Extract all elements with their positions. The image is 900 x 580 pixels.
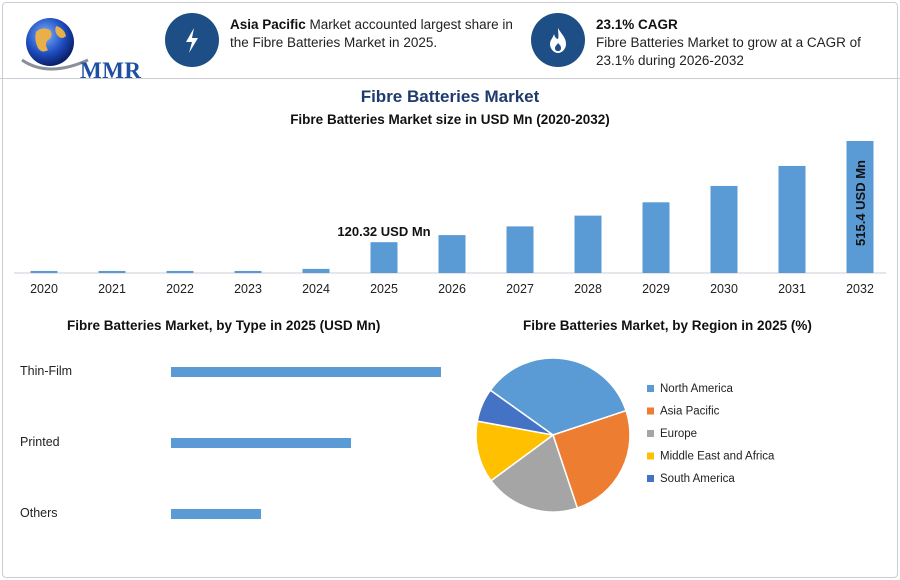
bar-2029 <box>642 202 670 273</box>
mmr-logo: MMR <box>18 14 141 83</box>
bar-2023 <box>234 270 262 273</box>
x-tick-2024: 2024 <box>302 282 330 296</box>
market-size-bar-chart: 2020 2021 2022 2023 2024 2025 2026 2027 2028 2029… <box>14 141 886 296</box>
type-bar-chart: Thin-Film Printed Others <box>20 364 441 520</box>
pie-slice-north-america <box>489 357 627 436</box>
bar-2031 <box>778 165 806 273</box>
lightning-badge <box>165 13 219 67</box>
bar-2020 <box>30 270 58 273</box>
cagr-title: 23.1% CAGR <box>596 17 678 32</box>
pie-slice-south-america <box>476 389 554 436</box>
logo-text: MMR <box>80 58 142 83</box>
x-tick-2026: 2026 <box>438 282 466 296</box>
legend-label-south-america: South America <box>660 473 735 485</box>
chart-subtitle: Fibre Batteries Market size in USD Mn (2… <box>290 112 610 127</box>
bar-2030 <box>710 185 738 273</box>
x-tick-2030: 2030 <box>710 282 738 296</box>
bar-2022 <box>166 270 194 273</box>
left-info-bold: Asia Pacific <box>230 17 306 32</box>
legend-swatch-north-america <box>647 385 654 392</box>
type-bar-others <box>171 509 261 519</box>
x-tick-2031: 2031 <box>778 282 806 296</box>
x-tick-2020: 2020 <box>30 282 58 296</box>
data-label-2032: 515.4 USD Mn <box>853 160 868 246</box>
type-label-printed: Printed <box>20 435 60 449</box>
x-tick-2021: 2021 <box>98 282 126 296</box>
legend-swatch-middle-east-and-africa <box>647 452 654 460</box>
bar-2024 <box>302 268 330 273</box>
header-divider <box>0 78 900 79</box>
type-label-others: Others <box>20 506 58 520</box>
globe-icon <box>21 18 89 71</box>
legend-label-europe: Europe <box>660 428 697 440</box>
flame-icon <box>550 28 566 53</box>
x-tick-2023: 2023 <box>234 282 262 296</box>
left-info-text: Asia Pacific Market accounted largest sh… <box>230 16 530 52</box>
x-tick-2028: 2028 <box>574 282 602 296</box>
pie-slice-middle-east-and-africa <box>475 420 555 482</box>
type-bar-printed <box>171 438 351 448</box>
type-bar-thin-film <box>171 367 441 377</box>
x-tick-2032: 2032 <box>846 282 874 296</box>
legend-label-middle-east-and-africa: Middle East and Africa <box>660 451 775 463</box>
data-label-2025: 120.32 USD Mn <box>337 224 430 239</box>
pie-slice-europe <box>489 433 579 513</box>
type-label-thin-film: Thin-Film <box>20 364 72 378</box>
bar-2025 <box>370 242 398 273</box>
right-info-text: 23.1% CAGR Fibre Batteries Market to gro… <box>596 16 886 70</box>
region-pie-chart: North America Asia Pacific Europe Middle Ea… <box>475 357 775 513</box>
left-info-rest: Market accounted largest share in the Fi… <box>230 17 513 50</box>
page-title: Fibre Batteries Market <box>360 87 540 106</box>
bar-2021 <box>98 270 126 273</box>
legend-swatch-south-america <box>647 475 654 482</box>
legend-swatch-europe <box>647 430 654 437</box>
lightning-icon <box>186 28 198 53</box>
legend-swatch-asia-pacific <box>647 407 654 415</box>
region-chart-title: Fibre Batteries Market, by Region in 202… <box>523 318 812 333</box>
bar-2027 <box>506 226 534 273</box>
legend-label-north-america: North America <box>660 383 733 395</box>
bar-2026 <box>438 235 466 273</box>
x-tick-2025: 2025 <box>370 282 398 296</box>
x-tick-2022: 2022 <box>166 282 194 296</box>
type-chart-title: Fibre Batteries Market, by Type in 2025 … <box>67 318 381 333</box>
x-tick-2029: 2029 <box>642 282 670 296</box>
bar-2032 <box>846 141 874 273</box>
flame-badge <box>531 13 585 67</box>
pie-slice-asia-pacific <box>552 409 631 509</box>
bar-2028 <box>574 215 602 273</box>
x-tick-2027: 2027 <box>506 282 534 296</box>
cagr-text: Fibre Batteries Market to grow at a CAGR… <box>596 35 861 68</box>
legend-label-asia-pacific: Asia Pacific <box>660 406 720 418</box>
